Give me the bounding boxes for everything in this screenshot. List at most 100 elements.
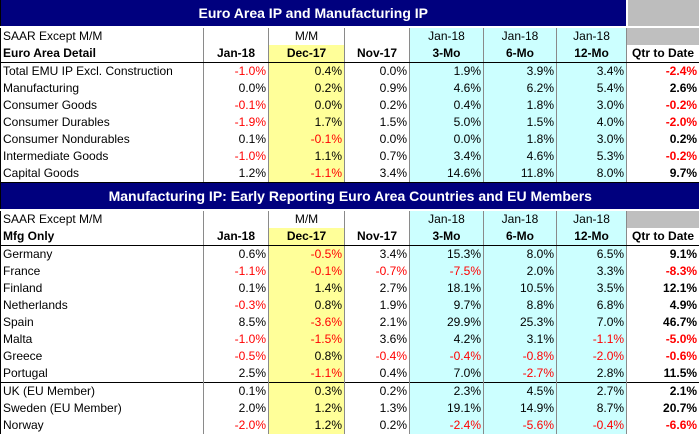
- column-header: Jan-18: [204, 228, 269, 246]
- value-cell: 3.9%: [484, 63, 557, 81]
- row-label: Norway: [1, 417, 204, 434]
- saar-label: SAAR Except M/M: [1, 27, 204, 45]
- mm-label: M/M: [269, 27, 345, 45]
- value-cell: 9.1%: [627, 246, 699, 264]
- value-cell: 4.9%: [627, 297, 699, 314]
- row-label: Germany: [1, 246, 204, 264]
- value-cell: 1.5%: [484, 114, 557, 131]
- value-cell: 1.2%: [204, 165, 269, 183]
- table2-title: Manufacturing IP: Early Reporting Euro A…: [1, 183, 699, 211]
- table-row: Total EMU IP Excl. Construction-1.0%0.4%…: [1, 63, 699, 81]
- period-top: Jan-18: [410, 27, 484, 45]
- value-cell: 6.8%: [557, 297, 627, 314]
- value-cell: -0.1%: [204, 97, 269, 114]
- value-cell: 8.0%: [484, 246, 557, 264]
- value-cell: 0.3%: [269, 383, 345, 401]
- table-row: Malta-1.0%-1.5%3.6%4.2%3.1%-1.1%-5.0%: [1, 331, 699, 348]
- row-label: UK (EU Member): [1, 383, 204, 401]
- value-cell: -2.4%: [410, 417, 484, 434]
- value-cell: 1.7%: [269, 114, 345, 131]
- value-cell: 0.8%: [269, 348, 345, 365]
- value-cell: 0.2%: [627, 131, 699, 148]
- value-cell: 1.2%: [269, 417, 345, 434]
- value-cell: -1.0%: [204, 148, 269, 165]
- value-cell: -1.0%: [204, 63, 269, 81]
- column-header: 12-Mo: [557, 228, 627, 246]
- value-cell: 3.4%: [345, 165, 410, 183]
- column-header: Nov-17: [345, 228, 410, 246]
- value-cell: -0.7%: [345, 263, 410, 280]
- row-label: France: [1, 263, 204, 280]
- row-label: Sweden (EU Member): [1, 400, 204, 417]
- value-cell: 2.0%: [484, 263, 557, 280]
- value-cell: 0.7%: [345, 148, 410, 165]
- row-label: Intermediate Goods: [1, 148, 204, 165]
- row-label: Spain: [1, 314, 204, 331]
- value-cell: 1.2%: [269, 400, 345, 417]
- row-label: Capital Goods: [1, 165, 204, 183]
- value-cell: -0.2%: [627, 97, 699, 114]
- table2-title-row: Manufacturing IP: Early Reporting Euro A…: [1, 183, 699, 211]
- value-cell: -1.9%: [204, 114, 269, 131]
- value-cell: -0.5%: [269, 246, 345, 264]
- value-cell: 3.3%: [557, 263, 627, 280]
- column-header: Jan-18: [204, 45, 269, 63]
- value-cell: -5.0%: [627, 331, 699, 348]
- value-cell: 18.1%: [410, 280, 484, 297]
- value-cell: 0.2%: [269, 80, 345, 97]
- table-row: Netherlands-0.3%0.8%1.9%9.7%8.8%6.8%4.9%: [1, 297, 699, 314]
- value-cell: 1.5%: [345, 114, 410, 131]
- value-cell: -0.1%: [269, 131, 345, 148]
- value-cell: 4.6%: [484, 148, 557, 165]
- value-cell: 9.7%: [627, 165, 699, 183]
- row-label: Consumer Goods: [1, 97, 204, 114]
- value-cell: -1.1%: [557, 331, 627, 348]
- column-header: 12-Mo: [557, 45, 627, 63]
- row-label: Finland: [1, 280, 204, 297]
- column-header: Qtr to Date: [627, 228, 699, 246]
- column-header: Nov-17: [345, 45, 410, 63]
- value-cell: -0.3%: [204, 297, 269, 314]
- value-cell: 0.0%: [269, 97, 345, 114]
- value-cell: 14.6%: [410, 165, 484, 183]
- column-header: Dec-17: [269, 228, 345, 246]
- period-top: Jan-18: [557, 210, 627, 228]
- value-cell: 14.9%: [484, 400, 557, 417]
- value-cell: 6.2%: [484, 80, 557, 97]
- value-cell: -7.5%: [410, 263, 484, 280]
- value-cell: 2.6%: [627, 80, 699, 97]
- row-label: Consumer Nondurables: [1, 131, 204, 148]
- value-cell: 0.0%: [345, 63, 410, 81]
- value-cell: 3.4%: [410, 148, 484, 165]
- period-top: Jan-18: [484, 27, 557, 45]
- value-cell: 15.3%: [410, 246, 484, 264]
- value-cell: -2.4%: [627, 63, 699, 81]
- row-label: Portugal: [1, 365, 204, 383]
- value-cell: 2.1%: [345, 314, 410, 331]
- gray-cell: [627, 210, 699, 228]
- value-cell: -0.8%: [484, 348, 557, 365]
- row-label: Total EMU IP Excl. Construction: [1, 63, 204, 81]
- value-cell: 0.1%: [204, 383, 269, 401]
- value-cell: -2.0%: [627, 114, 699, 131]
- value-cell: -1.0%: [204, 331, 269, 348]
- value-cell: 9.7%: [410, 297, 484, 314]
- value-cell: 1.1%: [269, 148, 345, 165]
- value-cell: 3.5%: [557, 280, 627, 297]
- value-cell: 8.8%: [484, 297, 557, 314]
- value-cell: 11.8%: [484, 165, 557, 183]
- value-cell: -0.4%: [345, 348, 410, 365]
- value-cell: -0.4%: [410, 348, 484, 365]
- value-cell: 4.2%: [410, 331, 484, 348]
- members-body: UK (EU Member)0.1%0.3%0.2%2.3%4.5%2.7%2.…: [1, 383, 699, 434]
- value-cell: 29.9%: [410, 314, 484, 331]
- value-cell: -0.6%: [627, 348, 699, 365]
- value-cell: -0.4%: [557, 417, 627, 434]
- row-label: Malta: [1, 331, 204, 348]
- value-cell: -8.3%: [627, 263, 699, 280]
- value-cell: 0.9%: [345, 80, 410, 97]
- value-cell: -0.2%: [627, 148, 699, 165]
